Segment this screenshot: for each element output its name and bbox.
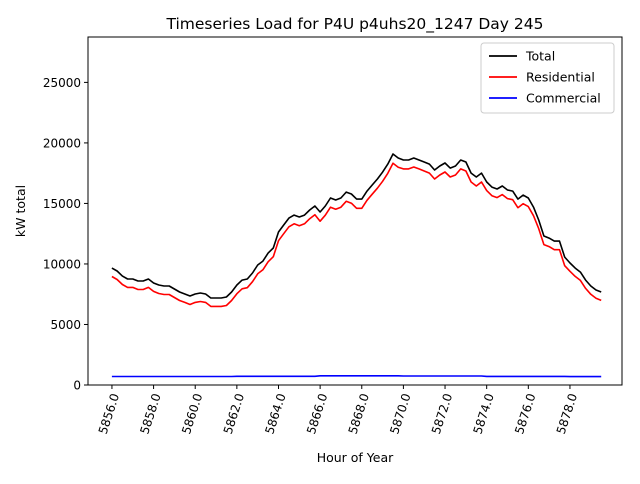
x-tick-label: 5870.0 xyxy=(387,392,413,436)
x-tick-label: 5868.0 xyxy=(346,392,372,436)
y-tick-label: 15000 xyxy=(43,197,81,211)
x-tick-label: 5860.0 xyxy=(179,392,205,436)
plot-frame xyxy=(87,36,623,386)
x-tick-label: 5878.0 xyxy=(554,392,580,436)
series-line-total xyxy=(111,153,602,299)
x-tick-label: 5864.0 xyxy=(262,392,288,436)
x-tick-label: 5862.0 xyxy=(221,392,247,436)
x-tick-label: 5874.0 xyxy=(471,392,497,436)
x-tick-label: 5872.0 xyxy=(429,392,455,436)
y-tick-label: 5000 xyxy=(50,318,81,332)
series-layer xyxy=(111,153,602,378)
y-tick-label: 25000 xyxy=(43,76,81,90)
y-tick-label: 20000 xyxy=(43,136,81,150)
legend-label: Total xyxy=(525,49,555,64)
series-line-residential xyxy=(111,162,602,308)
y-axis-label: kW total xyxy=(13,185,28,237)
x-tick-label: 5866.0 xyxy=(304,392,330,436)
x-axis-label: Hour of Year xyxy=(317,450,394,465)
legend-label: Residential xyxy=(526,70,595,85)
chart-title: Timeseries Load for P4U p4uhs20_1247 Day… xyxy=(166,15,544,34)
x-tick-label: 5876.0 xyxy=(512,392,538,436)
series-line-commercial xyxy=(111,374,602,378)
x-tick-label: 5856.0 xyxy=(96,392,122,436)
axis-ticks: 5856.0 5858.0 5860.0 5862.0 5864.0 5866.0 5868… xyxy=(43,76,580,436)
y-tick-label: 10000 xyxy=(43,257,81,271)
x-tick-label: 5858.0 xyxy=(137,392,163,436)
y-tick-label: 0 xyxy=(73,379,81,393)
legend: Total Residential Commercial xyxy=(480,42,615,114)
legend-box xyxy=(480,42,615,114)
legend-label: Commercial xyxy=(526,91,601,106)
